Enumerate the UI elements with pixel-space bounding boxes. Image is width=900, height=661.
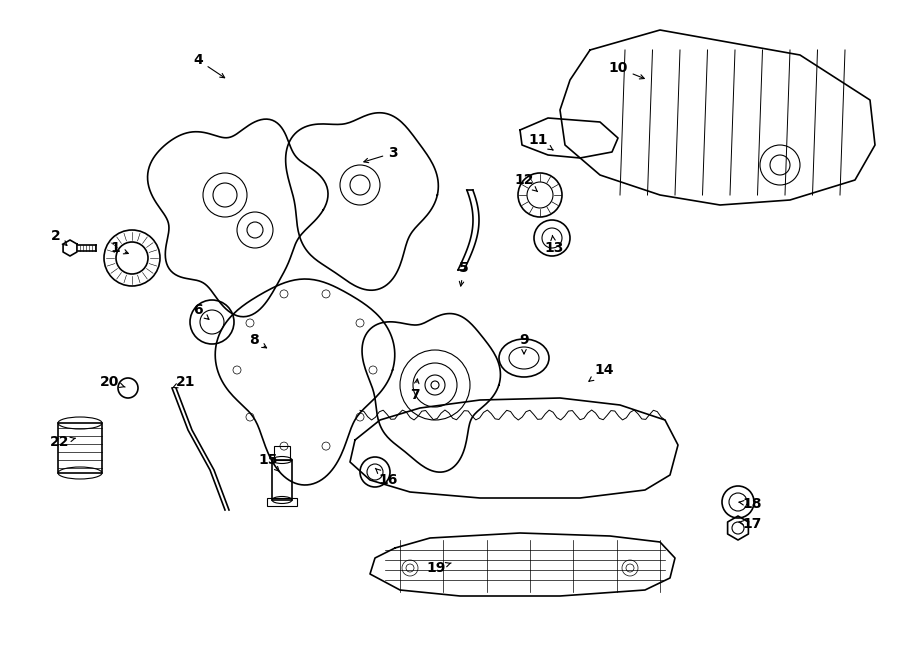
- Bar: [267, 498, 297, 506]
- Text: 17: 17: [739, 517, 761, 531]
- Text: 19: 19: [427, 561, 451, 575]
- Text: 4: 4: [194, 53, 225, 78]
- Text: 21: 21: [173, 375, 196, 389]
- Text: 12: 12: [514, 173, 537, 192]
- Text: 2: 2: [51, 229, 67, 245]
- Text: 3: 3: [364, 146, 398, 163]
- Text: 15: 15: [258, 453, 280, 472]
- Text: 6: 6: [194, 303, 209, 319]
- Text: 8: 8: [249, 333, 266, 348]
- Text: 18: 18: [739, 497, 761, 511]
- Text: 1: 1: [110, 241, 129, 255]
- Text: 22: 22: [50, 435, 76, 449]
- Text: 20: 20: [100, 375, 125, 389]
- Text: 14: 14: [589, 363, 614, 381]
- Text: 5: 5: [459, 261, 469, 286]
- Text: 13: 13: [544, 235, 563, 255]
- Text: 16: 16: [375, 468, 398, 487]
- Text: 7: 7: [410, 379, 419, 402]
- Bar: [58, 423, 102, 473]
- Text: 10: 10: [608, 61, 644, 79]
- Text: 9: 9: [519, 333, 529, 354]
- Bar: [272, 460, 292, 500]
- Bar: [274, 446, 290, 460]
- Text: 11: 11: [528, 133, 553, 150]
